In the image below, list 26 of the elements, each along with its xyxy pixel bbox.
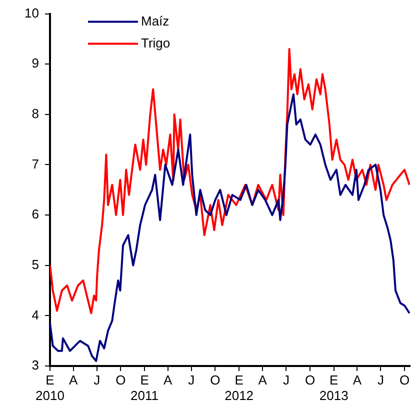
x-tick-label: A xyxy=(258,372,268,388)
legend-label: Trigo xyxy=(141,35,170,50)
legend-label: Maíz xyxy=(141,13,170,28)
x-tick-label: O xyxy=(116,372,126,388)
x-tick-label: A xyxy=(164,372,173,388)
x-tick-label: E 2012 xyxy=(224,372,254,403)
y-tick-label: 8 xyxy=(32,106,39,122)
y-tick-label: 5 xyxy=(32,256,39,272)
x-tick-label: E 2010 xyxy=(36,372,64,403)
x-tick-label: O xyxy=(304,372,316,388)
x-tick-label: O xyxy=(400,372,410,388)
x-tick-label: E 2013 xyxy=(319,372,348,403)
y-tick-label: 9 xyxy=(32,56,39,71)
x-tick-label: J xyxy=(188,372,195,388)
x-tick-label: J xyxy=(377,372,384,388)
y-tick-label: 6 xyxy=(32,206,39,222)
x-tick-label: J xyxy=(94,372,100,388)
y-tick-label: 10 xyxy=(24,5,39,20)
x-tick-label: E 2011 xyxy=(130,372,159,403)
y-tick-label: 3 xyxy=(32,358,39,373)
x-tick-label: O xyxy=(210,372,220,388)
x-tick-label: A xyxy=(68,372,78,388)
x-tick-label: J xyxy=(282,372,290,388)
y-tick-label: 4 xyxy=(32,307,39,322)
y-tick-label: 7 xyxy=(32,156,39,172)
x-tick-label: A xyxy=(352,372,362,388)
